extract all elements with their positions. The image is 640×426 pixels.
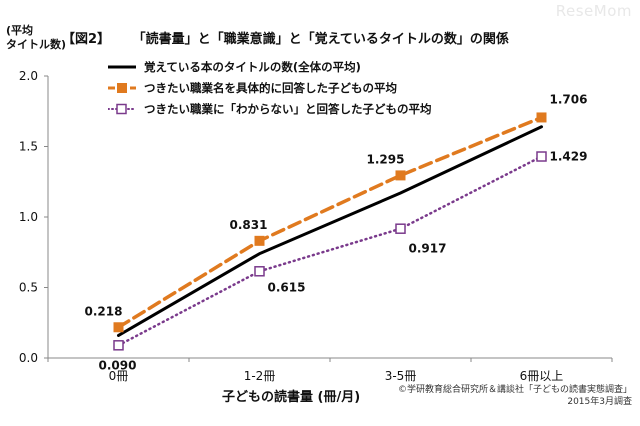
y-axis-label-line2: タイトル数) <box>6 38 67 51</box>
series-line-0 <box>117 125 543 337</box>
x-tick-label: 3-5冊 <box>385 369 417 383</box>
series-line-1 <box>116 115 544 330</box>
y-tick-label: 1.0 <box>19 210 38 224</box>
y-tick-label: 2.0 <box>19 69 38 83</box>
legend-item-unknown: つきたい職業に「わからない」と回答した子どもの平均 <box>108 98 432 119</box>
data-point <box>113 340 124 351</box>
data-point <box>536 151 547 162</box>
data-label: 0.615 <box>268 280 306 294</box>
y-tick-label: 0.0 <box>19 351 38 365</box>
legend: 覚えている本のタイトルの数(全体の平均) つきたい職業名を具体的に回答した子ども… <box>108 56 432 119</box>
credit-line1: ©学研教育総合研究所＆講談社「子どもの読書実態調査」 <box>397 385 632 395</box>
legend-swatch-unknown <box>108 103 136 114</box>
legend-swatch-overall <box>108 65 136 68</box>
legend-label-specific: つきたい職業名を具体的に回答した子どもの平均 <box>144 80 397 95</box>
x-tick-label: 1-2冊 <box>244 369 276 383</box>
credit-line2: 2015年3月調査 <box>567 397 632 407</box>
x-axis-label: 子どもの読書量 (冊/月) <box>222 390 361 405</box>
credit: ©学研教育総合研究所＆講談社「子どもの読書実態調査」 2015年3月調査 <box>398 384 632 408</box>
data-point <box>395 170 406 181</box>
x-tick-label: 6冊以上 <box>520 369 564 383</box>
data-point <box>254 235 265 246</box>
x-tick-label: 0冊 <box>109 369 129 383</box>
data-label: 1.429 <box>550 150 588 164</box>
series-line-2 <box>117 155 543 347</box>
data-label: 1.706 <box>550 92 588 106</box>
data-point <box>536 112 547 123</box>
chart-title: 【図2】 「読書量」と「職業意識」と「覚えているタイトルの数」の関係 <box>62 28 509 47</box>
legend-item-specific: つきたい職業名を具体的に回答した子どもの平均 <box>108 77 432 98</box>
y-axis-label-line1: (平均 <box>6 24 34 37</box>
data-label: 0.917 <box>409 242 447 256</box>
legend-swatch-specific <box>108 82 136 93</box>
watermark-logo: ReseMom <box>555 2 632 20</box>
data-label: 0.218 <box>85 304 123 318</box>
data-point <box>113 322 124 333</box>
legend-label-overall: 覚えている本のタイトルの数(全体の平均) <box>144 59 361 74</box>
y-axis-label: (平均 タイトル数) <box>6 24 66 52</box>
legend-label-unknown: つきたい職業に「わからない」と回答した子どもの平均 <box>144 101 432 116</box>
y-tick-label: 1.5 <box>19 140 38 154</box>
y-tick-label: 0.5 <box>19 281 38 295</box>
data-label: 1.295 <box>367 152 405 166</box>
figure-label: 【図2】 <box>62 32 111 47</box>
legend-item-overall: 覚えている本のタイトルの数(全体の平均) <box>108 56 432 77</box>
data-point <box>254 266 265 277</box>
data-point <box>395 223 406 234</box>
data-label: 0.831 <box>230 218 268 232</box>
chart-title-text: 「読書量」と「職業意識」と「覚えているタイトルの数」の関係 <box>132 32 509 47</box>
data-label: 0.090 <box>99 358 137 372</box>
